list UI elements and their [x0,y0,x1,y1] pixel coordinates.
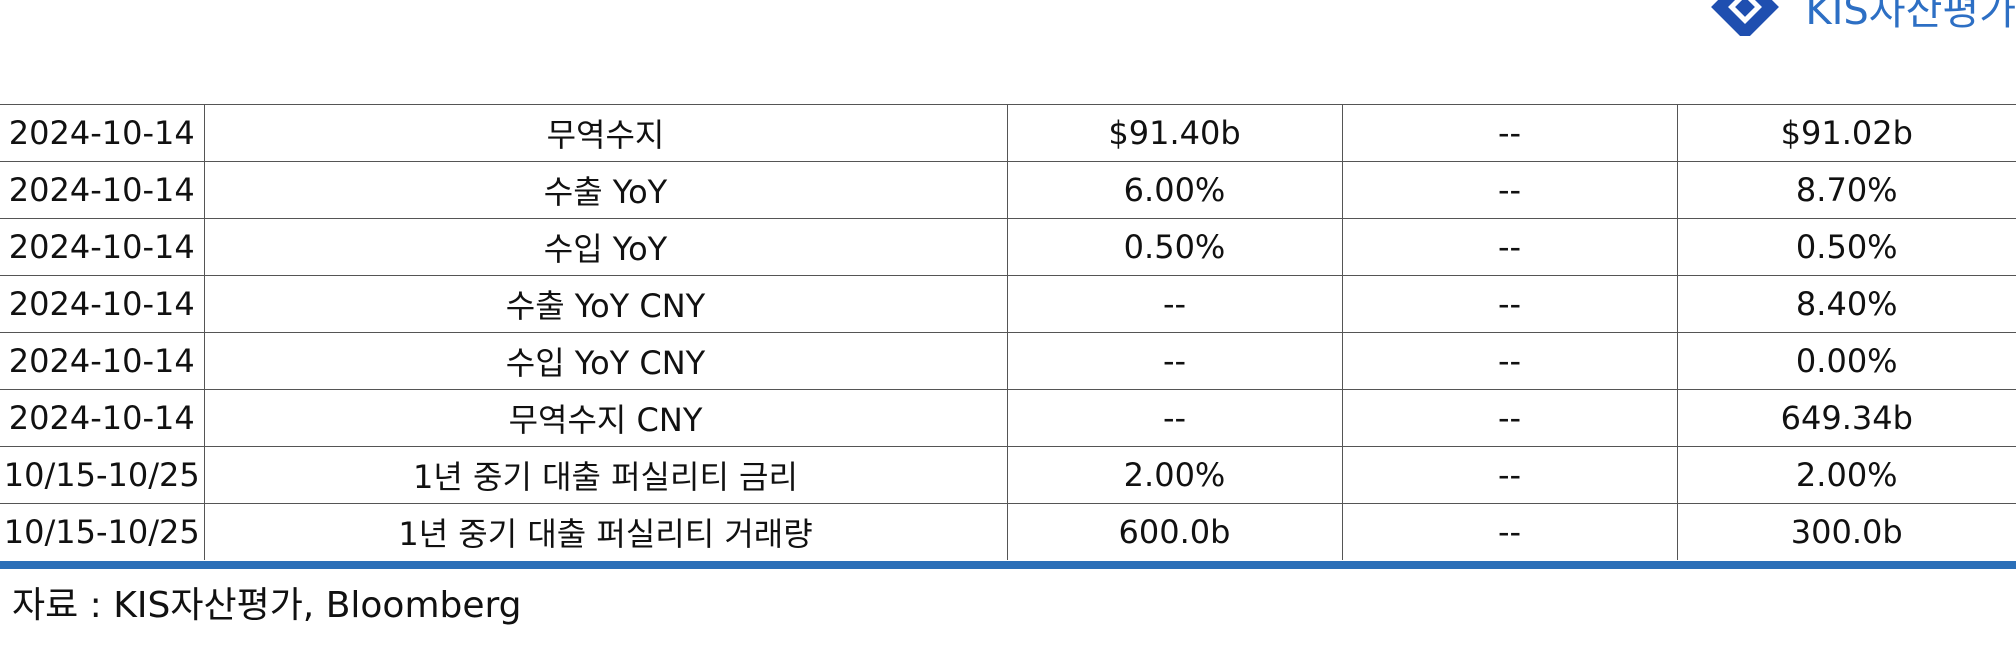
date-cell: 10/15-10/25 [0,503,205,560]
date-cell: 2024-10-14 [0,104,205,162]
logo: KIS자산평가 [1697,0,2016,36]
value-cell-2: -- [1341,218,1678,276]
value-cell-3: 0.50% [1676,218,2016,276]
value-cell-3: 0.00% [1676,332,2016,390]
value-cell-2: -- [1341,104,1678,162]
table-row: 2024-10-14 무역수지 CNY -- -- 649.34b [0,389,2016,447]
table-row: 10/15-10/25 1년 중기 대출 퍼실리티 거래량 600.0b -- 300.… [0,503,2016,560]
value-cell-3: 649.34b [1676,389,2016,447]
date-cell: 2024-10-14 [0,161,205,219]
value-cell-1: -- [1006,389,1343,447]
table-row: 2024-10-14 무역수지 $91.40b -- $91.02b [0,104,2016,162]
indicator-cell: 1년 중기 대출 퍼실리티 금리 [203,446,1008,504]
table-row: 2024-10-14 수출 YoY CNY -- -- 8.40% [0,275,2016,333]
kis-logo-icon [1711,0,1780,36]
table-bottom-rule [0,561,2016,569]
table-row: 10/15-10/25 1년 중기 대출 퍼실리티 금리 2.00% -- 2.00% [0,446,2016,504]
value-cell-2: -- [1341,275,1678,333]
indicator-cell: 수출 YoY [203,161,1008,219]
value-cell-1: 600.0b [1006,503,1343,560]
value-cell-1: -- [1006,275,1343,333]
table-row: 2024-10-14 수출 YoY 6.00% -- 8.70% [0,161,2016,219]
indicator-cell: 수출 YoY CNY [203,275,1008,333]
date-cell: 2024-10-14 [0,275,205,333]
date-cell: 10/15-10/25 [0,446,205,504]
value-cell-3: $91.02b [1676,104,2016,162]
date-cell: 2024-10-14 [0,218,205,276]
value-cell-1: 2.00% [1006,446,1343,504]
value-cell-3: 2.00% [1676,446,2016,504]
value-cell-1: 6.00% [1006,161,1343,219]
value-cell-3: 8.70% [1676,161,2016,219]
date-cell: 2024-10-14 [0,389,205,447]
table-row: 2024-10-14 수입 YoY 0.50% -- 0.50% [0,218,2016,276]
value-cell-2: -- [1341,389,1678,447]
indicator-cell: 수입 YoY [203,218,1008,276]
indicator-cell: 무역수지 CNY [203,389,1008,447]
date-cell: 2024-10-14 [0,332,205,390]
indicator-cell: 무역수지 [203,104,1008,162]
indicator-cell: 1년 중기 대출 퍼실리티 거래량 [203,503,1008,560]
table-row: 2024-10-14 수입 YoY CNY -- -- 0.00% [0,332,2016,390]
table-body: 2024-10-14 무역수지 $91.40b -- $91.02b 2024-10-14… [0,104,2016,560]
value-cell-3: 300.0b [1676,503,2016,560]
value-cell-2: -- [1341,446,1678,504]
value-cell-3: 8.40% [1676,275,2016,333]
value-cell-1: $91.40b [1006,104,1343,162]
value-cell-2: -- [1341,503,1678,560]
logo-text: KIS자산평가 [1805,0,2016,34]
value-cell-2: -- [1341,161,1678,219]
economic-data-table: 2024-10-14 무역수지 $91.40b -- $91.02b 2024-10-14… [0,104,2016,560]
value-cell-1: 0.50% [1006,218,1343,276]
value-cell-1: -- [1006,332,1343,390]
value-cell-2: -- [1341,332,1678,390]
indicator-cell: 수입 YoY CNY [203,332,1008,390]
source-note: 자료 : KIS자산평가, Bloomberg [12,585,522,626]
